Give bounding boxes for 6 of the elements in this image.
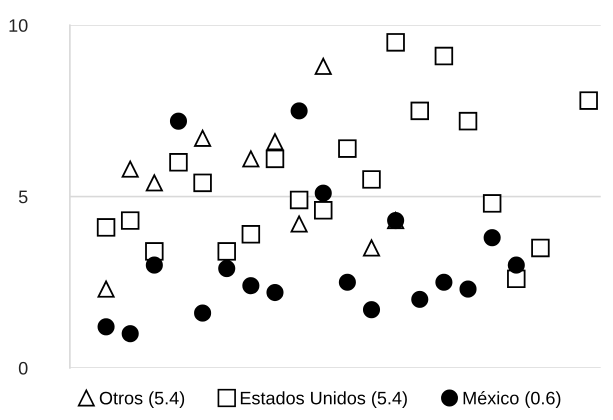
legend-label: Estados Unidos (5.4) [240, 391, 407, 408]
legend-label: Otros (5.4) [100, 391, 184, 408]
legend-label: México (0.6) [464, 391, 560, 408]
y-tick-label: 5 [18, 190, 28, 204]
y-tick-label: 10 [10, 19, 28, 32]
y-tick-label: 0 [18, 362, 28, 375]
